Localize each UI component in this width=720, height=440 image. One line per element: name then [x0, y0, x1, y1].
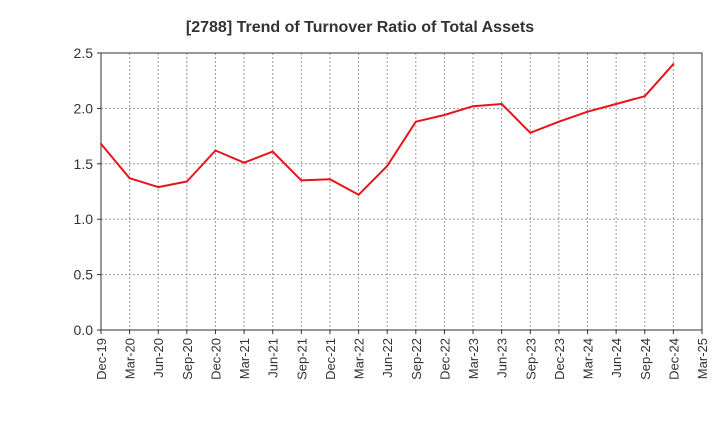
data-point [157, 186, 160, 189]
y-axis: 0.0 0.5 1.0 1.5 2.0 2.5 [74, 45, 101, 338]
x-tick-label: Jun-21 [266, 338, 281, 378]
data-point [271, 150, 274, 153]
x-tick-label: Dec-21 [323, 338, 338, 380]
y-tick-label: 1.5 [74, 156, 94, 172]
data-point [300, 179, 303, 182]
data-point [214, 149, 217, 152]
series-group [100, 63, 675, 196]
x-tick-label: Dec-24 [666, 338, 681, 380]
y-tick-label: 1.0 [74, 211, 94, 227]
data-point [243, 161, 246, 164]
x-tick-label: Dec-23 [552, 338, 567, 380]
y-tick-label: 0.0 [74, 322, 94, 338]
x-axis: Dec-19 Mar-20 Jun-20 Sep-20 Dec-20 Mar-21 Jun-… [94, 330, 710, 380]
data-point [414, 120, 417, 123]
x-tick-label: Jun-24 [609, 338, 624, 378]
data-point [586, 110, 589, 113]
x-tick-label: Dec-22 [437, 338, 452, 380]
data-point [472, 105, 474, 108]
y-tick-label: 2.5 [74, 45, 94, 61]
y-tick-label: 0.5 [74, 267, 94, 283]
data-point [386, 165, 389, 167]
x-tick-label: Mar-23 [466, 338, 481, 379]
x-tick-label: Sep-20 [180, 338, 195, 380]
chart-title: [2788] Trend of Turnover Ratio of Total … [186, 19, 534, 36]
x-tick-label: Dec-19 [94, 338, 109, 380]
data-point [357, 193, 360, 196]
x-tick-label: Mar-25 [695, 338, 710, 379]
data-point [615, 103, 618, 105]
x-tick-label: Jun-23 [495, 338, 510, 378]
grid-lines [101, 53, 702, 330]
x-tick-label: Sep-22 [409, 338, 424, 380]
data-point [128, 177, 131, 180]
data-point [329, 178, 331, 181]
data-point [100, 142, 102, 145]
data-point [672, 63, 675, 66]
data-point [500, 103, 503, 105]
x-tick-label: Sep-23 [523, 338, 538, 380]
x-tick-label: Mar-21 [237, 338, 252, 379]
data-point [443, 114, 446, 116]
x-tick-label: Dec-20 [208, 338, 223, 380]
x-tick-label: Sep-21 [294, 338, 309, 380]
x-tick-label: Mar-20 [123, 338, 138, 379]
data-point [185, 180, 188, 183]
x-tick-label: Sep-24 [638, 338, 653, 380]
x-tick-label: Jun-20 [151, 338, 166, 378]
data-point [529, 131, 532, 134]
x-tick-label: Jun-22 [380, 338, 395, 378]
data-point [643, 95, 646, 98]
x-tick-label: Mar-22 [352, 338, 367, 379]
plot-area [100, 52, 703, 331]
data-point [557, 120, 560, 123]
x-tick-label: Mar-24 [581, 338, 596, 379]
y-tick-label: 2.0 [74, 100, 94, 116]
